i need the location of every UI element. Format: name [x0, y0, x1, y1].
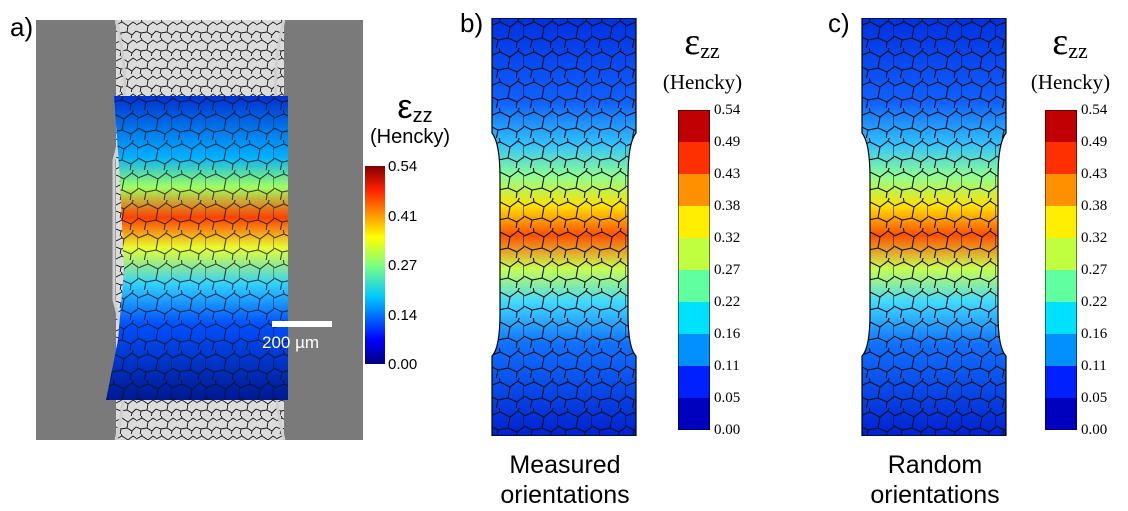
colorbar-tick-label: 0.05: [714, 390, 741, 406]
colorbar-tick-label: 0.43: [714, 166, 741, 182]
panel-a-colorbar-unit: (Hencky): [369, 126, 450, 148]
colorbar-tick-label: 0.00: [714, 422, 741, 438]
colorbar-tick-label: 0.41: [388, 207, 418, 225]
colorbar-tick-label: 0.54: [1081, 102, 1108, 118]
colorbar-tick-label: 0.32: [714, 230, 741, 246]
panel-b-label: b): [460, 8, 484, 38]
colorbar-tick-label: 0.11: [1081, 358, 1107, 374]
colorbar-tick-label: 0.00: [388, 356, 418, 373]
colorbar-tick-label: 0.05: [1081, 390, 1108, 406]
colorbar-tick-label: 0.49: [1081, 134, 1108, 150]
colorbar-tick-label: 0.11: [714, 358, 740, 374]
panel-b-caption: Measured orientations: [500, 451, 630, 509]
panel-a-micrograph: [36, 20, 363, 440]
colorbar-tick-label: 0.27: [388, 257, 418, 274]
scalebar: [272, 321, 332, 327]
colorbar-tick-label: 0.14: [388, 306, 418, 324]
colorbar-tick-label: 0.32: [1081, 230, 1108, 246]
colorbar-tick-label: 0.38: [1081, 198, 1108, 214]
panel-c-colorbar-title: εzz: [1052, 21, 1088, 64]
panel-a-colorbar: [365, 166, 385, 364]
colorbar-tick-label: 0.27: [1081, 262, 1108, 278]
panel-a-colorbar-title: εzz: [397, 88, 433, 128]
colorbar-tick-label: 0.22: [714, 294, 741, 310]
scalebar-label: 200 µm: [262, 333, 320, 352]
colorbar-tick-label: 0.43: [1081, 166, 1108, 182]
colorbar-tick-label: 0.00: [1081, 422, 1108, 438]
panel-b-colorbar: [678, 110, 710, 430]
panel-c-label: c): [828, 8, 850, 38]
panel-a-label: a): [10, 12, 34, 42]
panel-c-colorbar-unit: (Hencky): [1030, 70, 1111, 94]
colorbar-tick-label: 0.22: [1081, 294, 1108, 310]
colorbar-tick-label: 0.54: [388, 158, 418, 175]
colorbar-tick-label: 0.16: [714, 326, 741, 342]
colorbar-tick-label: 0.49: [714, 134, 741, 150]
colorbar-tick-label: 0.27: [714, 262, 741, 278]
colorbar-tick-label: 0.38: [714, 198, 741, 214]
panel-b-colorbar-title: εzz: [684, 21, 720, 64]
panel-c-caption: Random orientations: [870, 451, 1000, 509]
panel-b-specimen: [491, 18, 637, 436]
colorbar-tick-label: 0.16: [1081, 326, 1108, 342]
panel-b-colorbar-unit: (Hencky): [662, 70, 743, 94]
panel-c-specimen: [861, 18, 1007, 436]
colorbar-tick-label: 0.54: [714, 102, 741, 118]
panel-c-colorbar: [1045, 110, 1077, 430]
